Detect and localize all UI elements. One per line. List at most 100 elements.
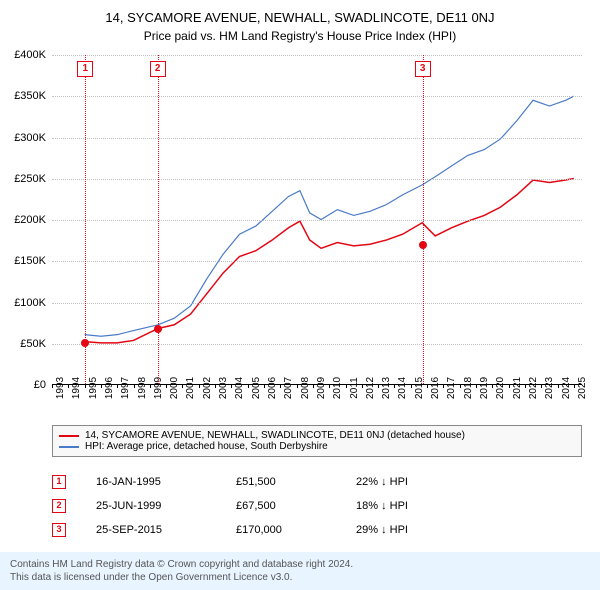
transaction-date: 16-JAN-1995 bbox=[96, 476, 236, 488]
x-tick bbox=[313, 384, 314, 388]
marker-box: 2 bbox=[150, 61, 166, 77]
x-axis-label: 2000 bbox=[169, 377, 180, 399]
marker-box: 1 bbox=[77, 61, 93, 77]
transaction-row: 325-SEP-2015£170,00029% ↓ HPI bbox=[52, 518, 582, 542]
x-axis-label: 1994 bbox=[71, 377, 82, 399]
marker-dot bbox=[154, 325, 162, 333]
grid-line bbox=[52, 138, 582, 139]
x-tick bbox=[476, 384, 477, 388]
x-axis-label: 2008 bbox=[300, 377, 311, 399]
x-axis-label: 1997 bbox=[120, 377, 131, 399]
x-tick bbox=[52, 384, 53, 388]
marker-dot bbox=[81, 339, 89, 347]
grid-line bbox=[52, 179, 582, 180]
grid-line bbox=[52, 344, 582, 345]
x-tick bbox=[378, 384, 379, 388]
marker-line bbox=[158, 55, 159, 384]
x-axis-label: 2022 bbox=[528, 377, 539, 399]
transaction-pct: 22% ↓ HPI bbox=[356, 476, 582, 488]
transaction-row: 1 16-JAN-1995£51,50022% ↓ HPI bbox=[52, 470, 582, 494]
legend-box: 14, SYCAMORE AVENUE, NEWHALL, SWADLINCOT… bbox=[52, 425, 582, 457]
x-tick bbox=[541, 384, 542, 388]
x-tick bbox=[231, 384, 232, 388]
transaction-row: 225-JUN-1999£67,50018% ↓ HPI bbox=[52, 494, 582, 518]
x-axis-label: 2018 bbox=[463, 377, 474, 399]
x-axis-label: 2002 bbox=[202, 377, 213, 399]
x-tick bbox=[525, 384, 526, 388]
x-axis-label: 1995 bbox=[88, 377, 99, 399]
x-tick bbox=[199, 384, 200, 388]
x-tick bbox=[68, 384, 69, 388]
x-tick bbox=[215, 384, 216, 388]
legend-label: HPI: Average price, detached house, Sout… bbox=[85, 441, 328, 452]
y-axis-label: £350K bbox=[14, 90, 46, 102]
transaction-price: £67,500 bbox=[236, 500, 356, 512]
x-axis-label: 1998 bbox=[137, 377, 148, 399]
x-tick bbox=[248, 384, 249, 388]
x-axis-label: 2017 bbox=[446, 377, 457, 399]
transactions-table: 1 16-JAN-1995£51,50022% ↓ HPI 2 25-JUN-1999… bbox=[52, 470, 582, 542]
x-tick bbox=[394, 384, 395, 388]
transaction-marker: 1 bbox=[52, 475, 66, 489]
x-tick bbox=[297, 384, 298, 388]
marker-box: 3 bbox=[415, 61, 431, 77]
transaction-marker: 2 bbox=[52, 499, 66, 513]
x-tick bbox=[182, 384, 183, 388]
x-tick bbox=[280, 384, 281, 388]
marker-dot bbox=[419, 241, 427, 249]
y-axis-label: £400K bbox=[14, 49, 46, 61]
x-axis-label: 2020 bbox=[495, 377, 506, 399]
grid-line bbox=[52, 55, 582, 56]
footer-line-2: This data is licensed under the Open Gov… bbox=[10, 571, 590, 584]
y-axis-label: £300K bbox=[14, 132, 46, 144]
grid-line bbox=[52, 261, 582, 262]
x-axis-label: 2003 bbox=[218, 377, 229, 399]
legend-row: HPI: Average price, detached house, Sout… bbox=[59, 441, 575, 452]
x-tick bbox=[264, 384, 265, 388]
transaction-price: £51,500 bbox=[236, 476, 356, 488]
x-tick bbox=[346, 384, 347, 388]
x-tick bbox=[166, 384, 167, 388]
x-tick bbox=[362, 384, 363, 388]
x-axis-label: 2012 bbox=[365, 377, 376, 399]
footer-attribution: Contains HM Land Registry data © Crown c… bbox=[0, 552, 600, 590]
x-tick bbox=[411, 384, 412, 388]
x-axis-label: 1993 bbox=[55, 377, 66, 399]
chart-container: 14, SYCAMORE AVENUE, NEWHALL, SWADLINCOT… bbox=[0, 0, 600, 590]
transaction-date: 25-SEP-2015 bbox=[96, 524, 236, 536]
title-main: 14, SYCAMORE AVENUE, NEWHALL, SWADLINCOT… bbox=[0, 0, 600, 25]
x-tick bbox=[492, 384, 493, 388]
y-axis-label: £150K bbox=[14, 255, 46, 267]
grid-line bbox=[52, 220, 582, 221]
legend-swatch bbox=[59, 446, 79, 448]
legend-label: 14, SYCAMORE AVENUE, NEWHALL, SWADLINCOT… bbox=[85, 430, 465, 441]
x-tick bbox=[101, 384, 102, 388]
x-tick bbox=[150, 384, 151, 388]
x-tick bbox=[509, 384, 510, 388]
transaction-price: £170,000 bbox=[236, 524, 356, 536]
x-axis-label: 2010 bbox=[332, 377, 343, 399]
y-axis-label: £100K bbox=[14, 297, 46, 309]
x-axis-label: 2009 bbox=[316, 377, 327, 399]
x-axis-label: 1996 bbox=[104, 377, 115, 399]
x-axis-label: 2006 bbox=[267, 377, 278, 399]
x-axis-label: 2014 bbox=[397, 377, 408, 399]
transaction-date: 25-JUN-1999 bbox=[96, 500, 236, 512]
x-tick bbox=[134, 384, 135, 388]
x-axis-label: 2023 bbox=[544, 377, 555, 399]
marker-line bbox=[85, 55, 86, 384]
grid-line bbox=[52, 303, 582, 304]
legend-row: 14, SYCAMORE AVENUE, NEWHALL, SWADLINCOT… bbox=[59, 430, 575, 441]
transaction-marker: 3 bbox=[52, 523, 66, 537]
x-axis-label: 2025 bbox=[577, 377, 588, 399]
x-tick bbox=[117, 384, 118, 388]
x-axis-label: 2005 bbox=[251, 377, 262, 399]
x-tick bbox=[558, 384, 559, 388]
x-tick bbox=[460, 384, 461, 388]
legend-swatch bbox=[59, 435, 79, 437]
x-axis-label: 2013 bbox=[381, 377, 392, 399]
x-axis-label: 2024 bbox=[561, 377, 572, 399]
x-tick bbox=[574, 384, 575, 388]
x-tick bbox=[427, 384, 428, 388]
x-axis-label: 2007 bbox=[283, 377, 294, 399]
